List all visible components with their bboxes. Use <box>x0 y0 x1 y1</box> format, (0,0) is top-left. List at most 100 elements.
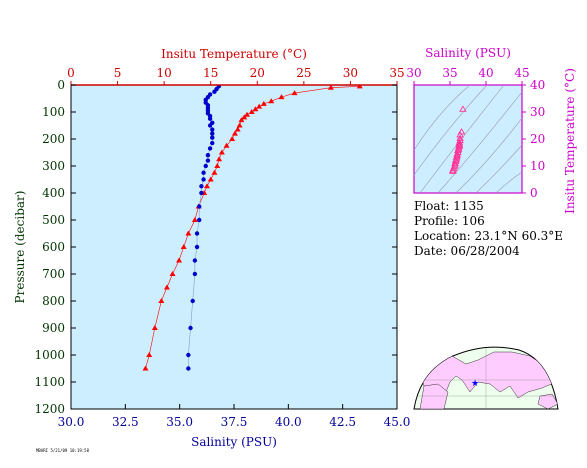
temperature-tick-label: 35 <box>389 66 404 80</box>
salinity-point <box>194 231 200 236</box>
salinity-point <box>207 146 213 151</box>
ts-salinity-tick-label: 40 <box>478 66 493 80</box>
salinity-tick-label: 42.5 <box>329 415 356 429</box>
pressure-tick-label: 300 <box>42 159 65 173</box>
temperature-point <box>151 325 158 330</box>
float-location: Location: 23.1°N 60.3°E <box>414 229 564 243</box>
pressure-tick-label: 0 <box>57 78 65 92</box>
ts-salinity-tick-label: 30 <box>406 66 421 80</box>
temperature-tick-label: 25 <box>296 66 311 80</box>
temperature-tick-label: 5 <box>114 66 122 80</box>
temperature-point <box>158 298 165 303</box>
temperature-point <box>169 271 176 276</box>
salinity-point <box>201 177 206 182</box>
salinity-point <box>210 127 215 132</box>
salinity-point <box>186 366 191 371</box>
temperature-point <box>223 142 230 148</box>
ts-temperature-tick-label: 30 <box>530 105 545 119</box>
salinity-point <box>197 204 202 209</box>
temperature-tick-label: 0 <box>67 66 75 80</box>
temperature-point <box>214 163 221 168</box>
salinity-point <box>197 217 202 223</box>
salinity-point <box>201 170 206 175</box>
temperature-point <box>252 106 259 112</box>
salinity-point <box>188 325 193 331</box>
timestamp-stamp: MBARI 5/21/09 10:19:58 <box>36 448 89 453</box>
profile-marks <box>142 85 363 371</box>
salinity-point <box>210 131 215 136</box>
pressure-tick-label: 1100 <box>34 375 65 389</box>
pressure-axis-label: Pressure (decibar) <box>13 191 27 304</box>
temperature-tick-label: 10 <box>157 66 172 80</box>
salinity-point <box>199 184 204 189</box>
temperature-axis-label: Insitu Temperature (°C) <box>161 47 307 61</box>
temperature-point <box>327 85 334 90</box>
salinity-point <box>207 116 213 121</box>
pressure-tick-label: 600 <box>42 240 65 254</box>
temperature-point <box>268 98 275 104</box>
salinity-tick-label: 37.5 <box>221 415 248 429</box>
pressure-tick-label: 400 <box>42 186 65 200</box>
salinity-tick-label: 45.0 <box>384 415 411 429</box>
temperature-point <box>146 352 153 357</box>
pressure-tick-label: 900 <box>42 321 65 335</box>
temperature-point <box>185 230 192 236</box>
pressure-axis: 0 100 200 300 400 500 600 700 800 900 1000 1100 1200 <box>34 78 397 416</box>
pressure-tick-label: 1000 <box>34 348 65 362</box>
temperature-point <box>241 114 248 120</box>
temperature-point <box>211 169 218 175</box>
temperature-point <box>278 94 285 100</box>
salinity-point <box>192 271 198 277</box>
ts-salinity-label: Salinity (PSU) <box>425 46 511 60</box>
salinity-axis-label: Salinity (PSU) <box>191 435 277 449</box>
temperature-tick-label: 15 <box>203 66 218 80</box>
profile-number: Profile: 106 <box>414 214 485 228</box>
map-land <box>414 347 558 409</box>
temperature-tick-label: 20 <box>250 66 265 80</box>
salinity-tick-label: 40.0 <box>275 415 302 429</box>
temperature-point <box>231 130 238 136</box>
temperature-point <box>260 100 267 106</box>
temperature-axis: 0 5 10 15 20 25 30 35 <box>67 66 405 85</box>
salinity-point <box>194 244 200 250</box>
salinity-tick-label: 32.5 <box>112 415 139 429</box>
ts-salinity-tick-label: 35 <box>442 66 457 80</box>
ts-temperature-tick-label: 40 <box>530 78 545 92</box>
temperature-point <box>142 365 149 371</box>
temperature-point <box>356 85 363 89</box>
salinity-point <box>205 153 211 158</box>
salinity-point <box>210 140 215 146</box>
salinity-point <box>205 158 211 163</box>
temperature-tick-label: 30 <box>343 66 358 80</box>
ts-point <box>449 166 457 173</box>
salinity-point <box>210 135 215 140</box>
profile-chart: 0 5 10 15 20 25 30 35 30.0 32.5 35.0 37.5 40.0 42.5 4… <box>13 47 410 449</box>
ts-temperature-tick-label: 0 <box>530 186 538 200</box>
float-position-star-icon: ★ <box>471 379 479 389</box>
float-id: Float: 1135 <box>414 199 484 213</box>
temperature-point <box>248 109 255 114</box>
temperature-point <box>234 126 241 132</box>
salinity-point <box>186 352 191 358</box>
salinity-point <box>192 258 198 263</box>
ts-temperature-label: Insitu Temperature (°C) <box>563 68 577 214</box>
temperature-point <box>180 244 187 249</box>
salinity-point <box>199 190 204 196</box>
temperature-point <box>244 111 251 117</box>
temperature-point <box>218 149 225 155</box>
pressure-tick-label: 1200 <box>34 402 65 416</box>
ts-plot-area <box>413 84 523 194</box>
temperature-point <box>207 176 214 182</box>
salinity-tick-label: 35.0 <box>166 415 193 429</box>
temperature-point <box>291 90 298 96</box>
salinity-point <box>207 123 213 128</box>
pressure-tick-label: 500 <box>42 213 65 227</box>
profile-date: Date: 06/28/2004 <box>414 244 520 258</box>
pressure-tick-label: 800 <box>42 294 65 308</box>
salinity-point <box>203 163 208 169</box>
ts-point <box>459 105 467 112</box>
temperature-point <box>176 257 183 263</box>
